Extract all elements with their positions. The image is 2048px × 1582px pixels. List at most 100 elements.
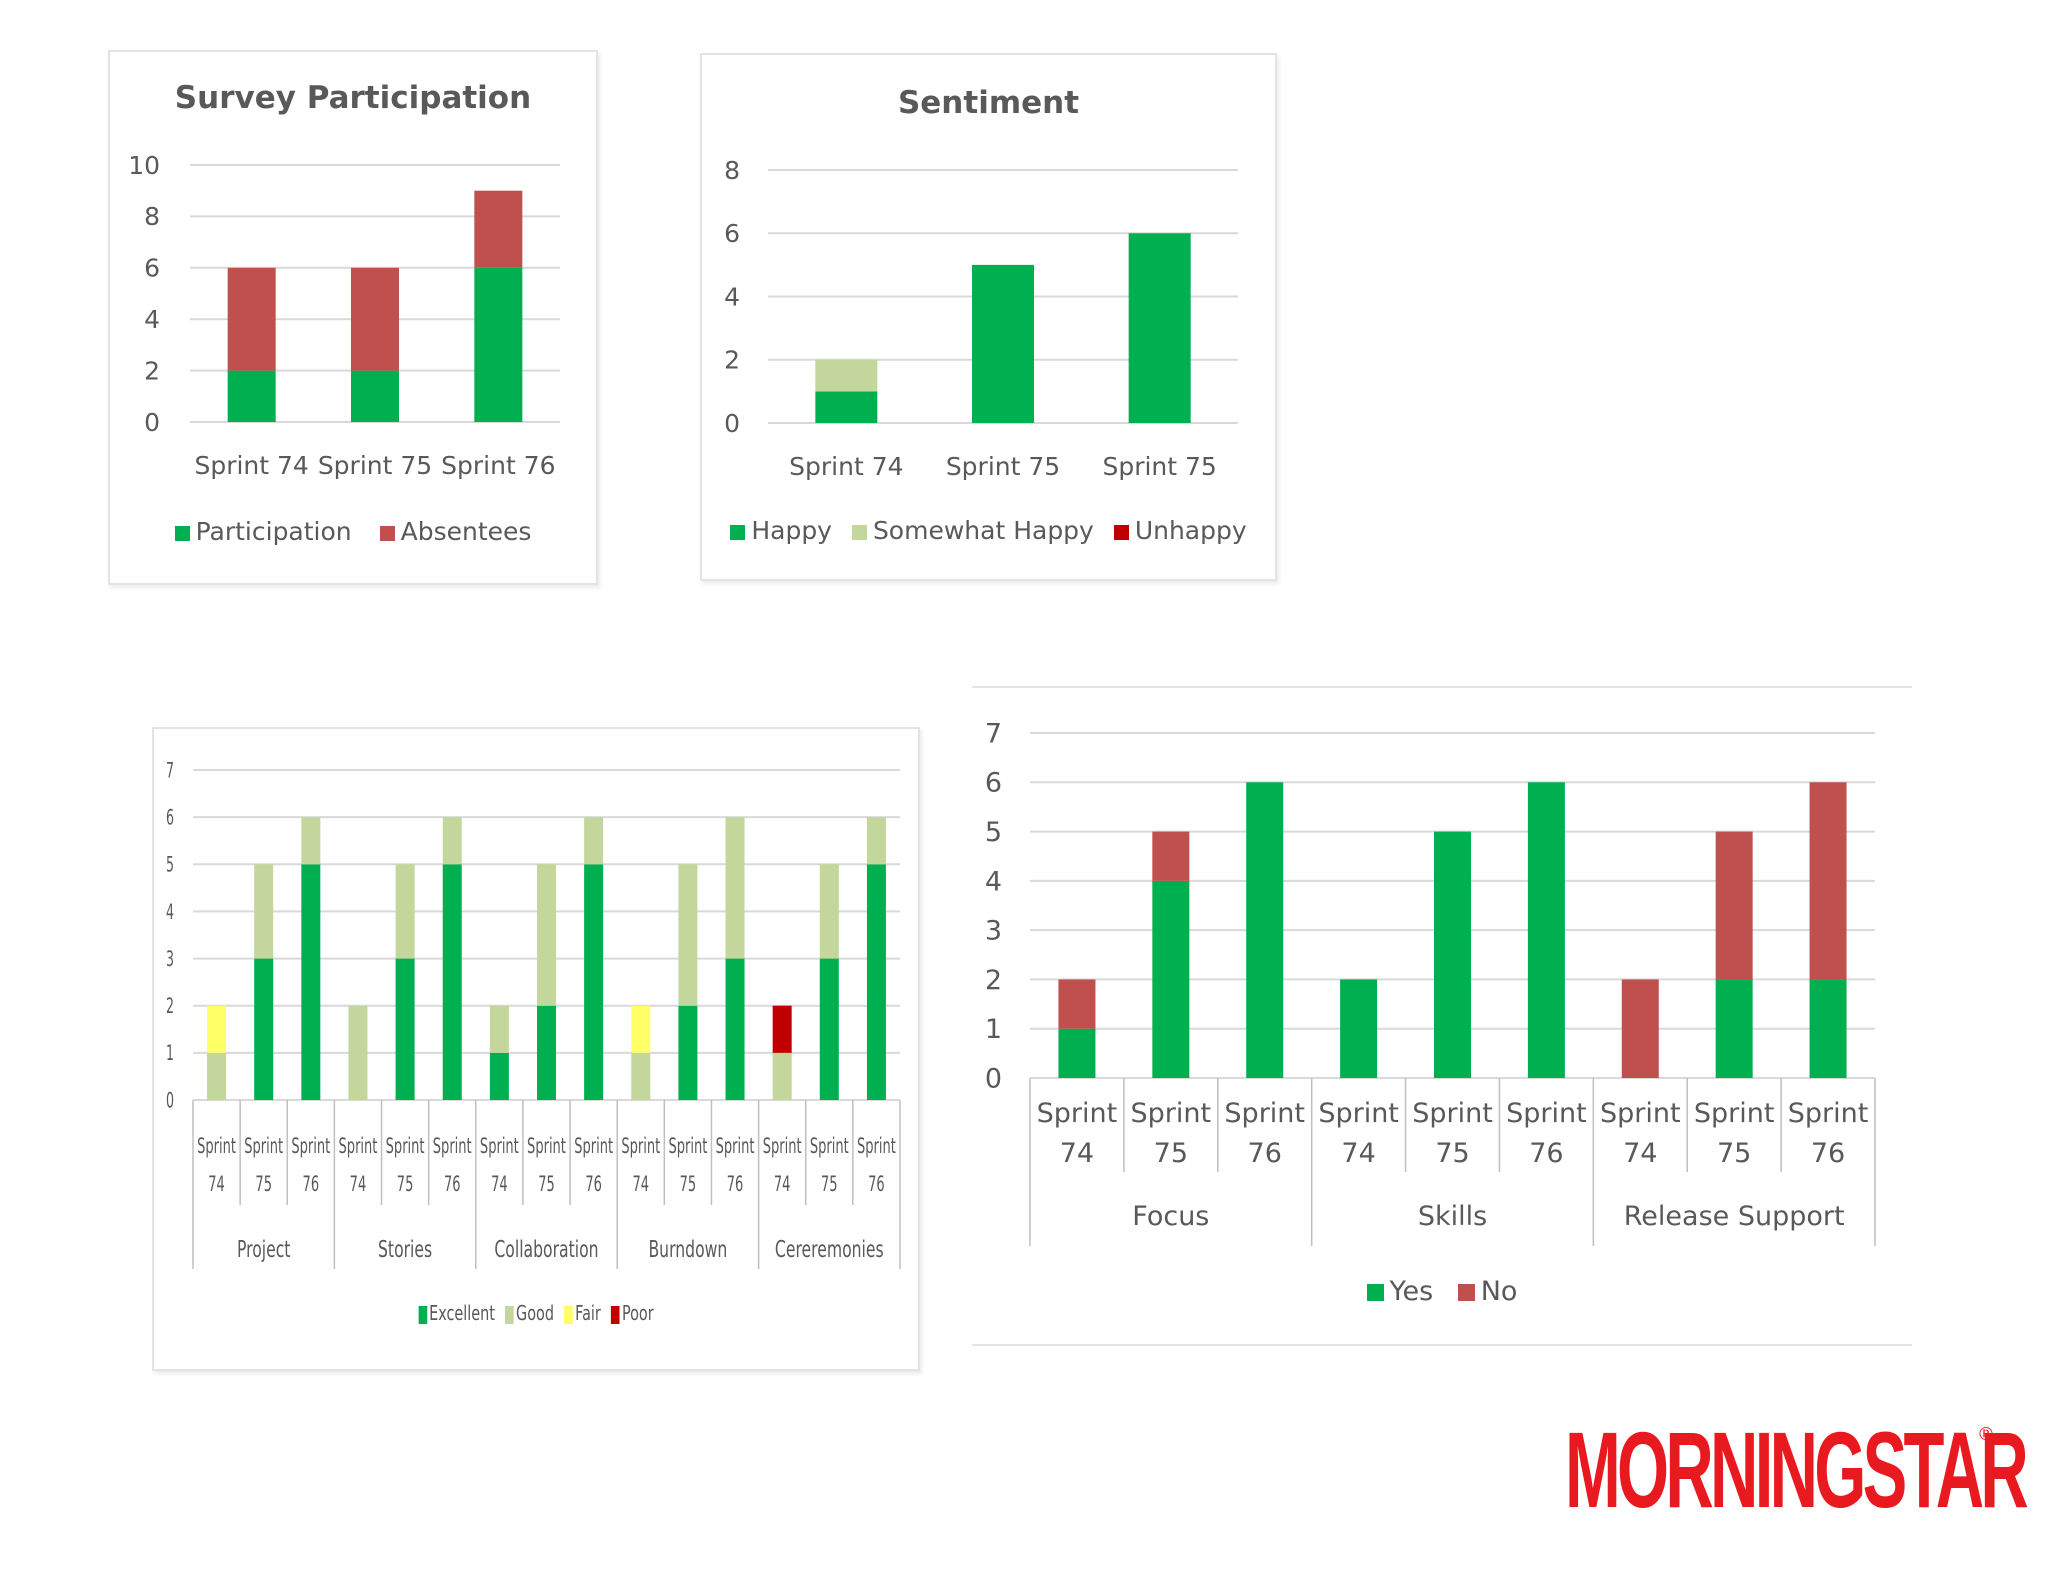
legend: Excellent Good Fair Poor: [261, 1301, 811, 1325]
legend: Yes No: [972, 1276, 1912, 1307]
x-tick-label: 74: [491, 1173, 508, 1197]
legend-item-excellent: Excellent: [418, 1301, 495, 1325]
y-tick-label: 6: [985, 768, 1002, 799]
group-label: Release Support: [1624, 1201, 1845, 1232]
x-tick-label: Sprint 75: [318, 451, 432, 480]
group-label: Stories: [378, 1236, 432, 1263]
unhappy-swatch: [1113, 524, 1129, 540]
y-tick-label: 0: [144, 408, 160, 437]
y-tick-label: 0: [985, 1063, 1002, 1094]
x-tick-label: Sprint: [1037, 1098, 1118, 1129]
logo-wordmark: MORNINGSTAR: [1565, 1409, 2029, 1530]
legend-item-unhappy: Unhappy: [1113, 516, 1247, 545]
bar-yes: [1058, 1028, 1096, 1078]
bar-excellent: [678, 1005, 698, 1100]
y-tick-label: 6: [166, 806, 174, 830]
bar-good: [772, 1052, 792, 1100]
good-swatch: [505, 1305, 514, 1324]
y-tick-label: 4: [985, 866, 1002, 897]
bar-participation: [351, 370, 399, 422]
legend-label: Unhappy: [1134, 516, 1247, 545]
x-tick-label: 76: [585, 1173, 602, 1197]
x-tick-label: Sprint: [433, 1135, 472, 1159]
bar-yes: [1434, 831, 1471, 1078]
bar-no: [1715, 831, 1753, 980]
bar-yes: [1246, 782, 1284, 1078]
bar-happy: [972, 264, 1034, 423]
x-tick-label: 76: [444, 1173, 461, 1197]
bar-good: [584, 817, 604, 865]
y-tick-label: 4: [144, 305, 160, 334]
x-tick-label: 74: [632, 1173, 649, 1197]
legend-label: Yes: [1389, 1276, 1434, 1307]
x-tick-label: Sprint: [291, 1135, 330, 1159]
bar-poor: [772, 1005, 792, 1053]
x-tick-label: Sprint: [621, 1135, 660, 1159]
bar-excellent: [537, 1005, 556, 1100]
x-tick-label: 74: [350, 1173, 367, 1197]
x-tick-label: Sprint 75: [946, 452, 1060, 481]
somewhat-happy-swatch: [851, 524, 867, 540]
bar-fair: [631, 1005, 651, 1053]
registered-mark: ®: [1977, 1424, 1995, 1445]
y-tick-label: 8: [724, 156, 740, 185]
x-tick-label: 75: [1154, 1138, 1188, 1169]
group-label: Skills: [1418, 1201, 1487, 1232]
x-tick-label: Sprint: [1318, 1098, 1399, 1129]
x-tick-label: 75: [538, 1173, 555, 1197]
fair-swatch: [564, 1305, 573, 1324]
legend-item-no: No: [1457, 1276, 1517, 1307]
bar-excellent: [395, 958, 415, 1100]
bar-yes: [1809, 979, 1847, 1078]
bar-absentees: [227, 267, 276, 371]
x-tick-label: 76: [1248, 1138, 1282, 1169]
x-tick-label: 76: [1529, 1138, 1563, 1169]
legend-item-poor: Poor: [611, 1301, 654, 1325]
happy-swatch: [730, 524, 746, 540]
x-tick-label: Sprint 74: [789, 452, 903, 481]
legend-label: Absentees: [400, 517, 532, 546]
bar-yes: [1715, 979, 1753, 1078]
bar-good: [537, 864, 556, 1006]
x-tick-label: Sprint: [668, 1135, 707, 1159]
group-label: Cereremonies: [775, 1236, 884, 1263]
excellent-swatch: [418, 1305, 427, 1324]
x-tick-label: Sprint: [763, 1135, 802, 1159]
bar-excellent: [301, 864, 321, 1100]
x-tick-label: 75: [821, 1173, 838, 1197]
survey-participation-panel: Survey Participation 0 2 4 6 8 10 Sprint 74 Spr…: [108, 50, 598, 585]
bar-excellent: [442, 864, 462, 1100]
x-tick-label: 76: [303, 1173, 320, 1197]
bar-participation: [227, 370, 276, 422]
x-tick-label: 74: [208, 1173, 225, 1197]
x-tick-label: Sprint: [574, 1135, 613, 1159]
bar-yes: [1527, 782, 1565, 1078]
x-tick-label: 75: [397, 1173, 414, 1197]
x-tick-label: Sprint: [527, 1135, 566, 1159]
x-tick-label: Sprint: [386, 1135, 425, 1159]
bar-participation: [474, 267, 523, 422]
survey-participation-chart: 0 2 4 6 8 10 Sprint 74 Sprint 75 Sprint 76: [128, 151, 560, 480]
x-tick-label: Sprint: [1694, 1098, 1775, 1129]
bar-good: [207, 1052, 227, 1100]
x-tick-label: Sprint: [716, 1135, 755, 1159]
x-tick-label: 75: [1717, 1138, 1751, 1169]
x-tick-label: Sprint: [1131, 1098, 1212, 1129]
x-tick-label: 76: [1811, 1138, 1845, 1169]
bar-good: [348, 1005, 368, 1100]
bar-excellent: [819, 958, 839, 1100]
y-tick-label: 0: [724, 409, 740, 438]
x-tick-label: 74: [1623, 1138, 1657, 1169]
x-tick-label: Sprint: [1788, 1098, 1869, 1129]
bar-yes: [1152, 880, 1190, 1078]
bar-fair: [207, 1005, 227, 1053]
legend-label: Participation: [195, 517, 352, 546]
x-tick-label: Sprint: [339, 1135, 378, 1159]
legend: Happy Somewhat Happy Unhappy: [702, 516, 1275, 545]
x-tick-label: Sprint: [810, 1135, 849, 1159]
y-tick-label: 0: [166, 1089, 174, 1113]
x-tick-label: 74: [1341, 1138, 1375, 1169]
bar-good: [866, 817, 886, 865]
legend-item-absentees: Absentees: [379, 517, 532, 546]
x-tick-label: Sprint: [1412, 1098, 1493, 1129]
